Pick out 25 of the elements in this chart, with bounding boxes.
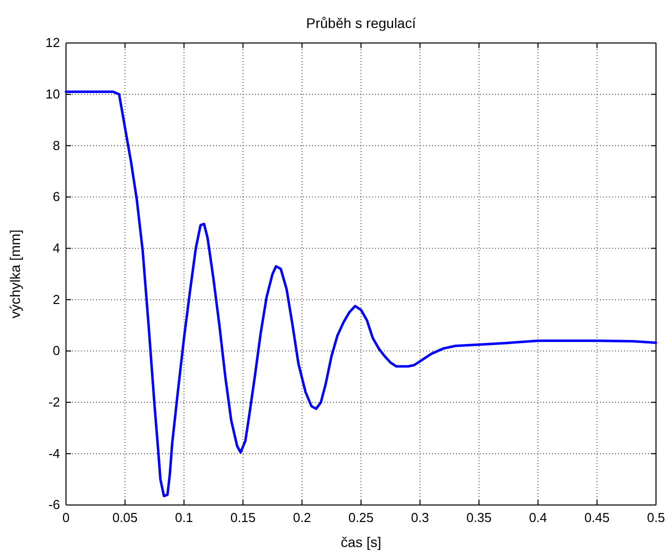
x-tick-label: 0.1 — [174, 510, 194, 526]
line-series — [64, 90, 658, 498]
chart-title: Průběh s regulací — [306, 15, 416, 31]
y-tick-label: 4 — [52, 240, 60, 256]
x-tick-label: 0.25 — [348, 510, 374, 526]
y-tick-label: 10 — [46, 86, 60, 102]
x-tick-label: 0.4 — [528, 510, 548, 526]
y-tick-label: -2 — [48, 394, 60, 410]
y-tick-label: 2 — [52, 292, 60, 307]
x-tick-label: 0.2 — [292, 510, 312, 526]
y-tick-label: -6 — [48, 497, 60, 512]
x-tick-label: 0.35 — [466, 510, 492, 526]
y-axis-title: výchylka [mm] — [7, 230, 23, 318]
y-tick-label: -4 — [48, 446, 60, 461]
y-tick-label: 12 — [46, 35, 60, 50]
x-tick-label: 0.3 — [410, 510, 430, 526]
x-tick-label: 0.5 — [646, 510, 666, 526]
x-tick-label: 0.05 — [112, 510, 138, 526]
y-tick-label: 0 — [52, 343, 60, 358]
y-tick-label: 8 — [52, 138, 60, 153]
y-tick-label: 6 — [52, 189, 60, 204]
x-tick-label: 0.15 — [230, 510, 256, 526]
x-tick-label: 0.45 — [584, 510, 610, 526]
x-axis-title: čas [s] — [340, 534, 382, 550]
x-tick-label: 0 — [62, 510, 70, 526]
